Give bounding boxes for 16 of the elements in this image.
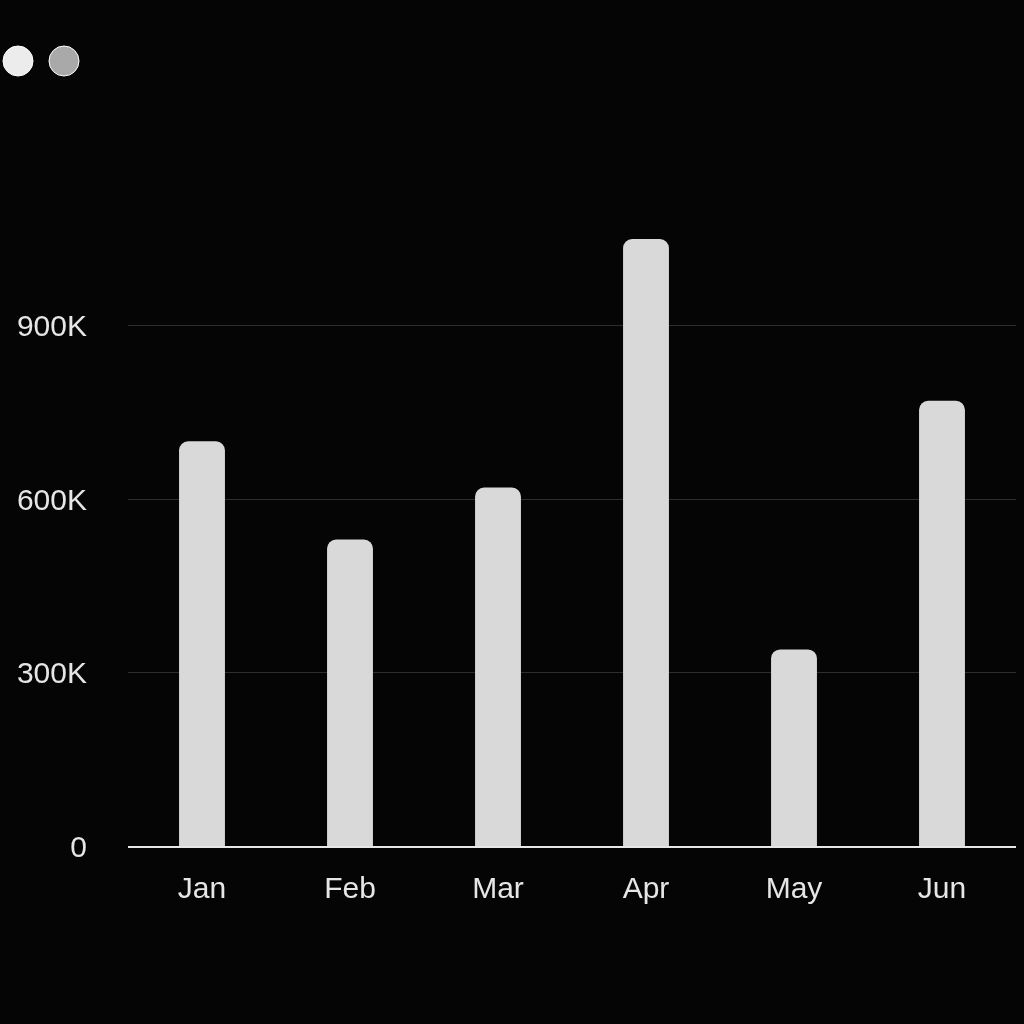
- bar: [475, 487, 521, 846]
- x-tick-label: Mar: [472, 871, 524, 904]
- x-tick-label: Jun: [917, 871, 967, 904]
- y-tick-label: 0: [70, 829, 87, 863]
- x-tick-label: Feb: [324, 871, 376, 904]
- bar: [327, 539, 373, 846]
- x-tick-label: May: [765, 871, 823, 904]
- bar: [179, 441, 225, 846]
- bar: [919, 400, 965, 846]
- x-tick-label: Apr: [622, 871, 670, 904]
- x-tick-label: Jan: [177, 871, 227, 904]
- y-tick-label: 900K: [16, 309, 87, 343]
- y-tick-label: 600K: [16, 482, 87, 516]
- y-tick-label: 300K: [16, 656, 87, 690]
- bar: [623, 239, 669, 846]
- bar: [771, 649, 817, 846]
